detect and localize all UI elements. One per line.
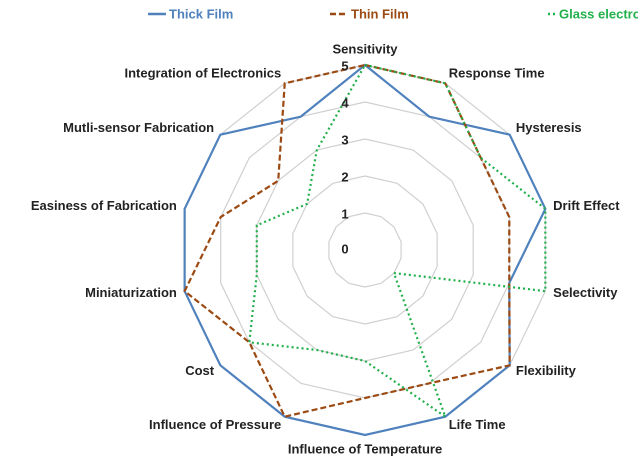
grid-ring bbox=[256, 138, 474, 362]
axis-label: Integration of Electronics bbox=[125, 66, 282, 81]
axis-label: Influence of Pressure bbox=[149, 417, 281, 432]
axis-label: Influence of Temperature bbox=[288, 441, 442, 456]
legend-label: Glass electrode bbox=[559, 6, 638, 21]
axis-label: Mutli-sensor Fabrication bbox=[63, 120, 214, 135]
legend-label: Thick Film bbox=[169, 6, 233, 21]
grid-ring bbox=[220, 101, 510, 399]
axis-label: Life Time bbox=[449, 417, 506, 432]
axis-label: Drift Effect bbox=[553, 198, 620, 213]
axis-label: Easiness of Fabrication bbox=[31, 198, 177, 213]
legend-label: Thin Film bbox=[351, 6, 409, 21]
r-tick-label: 3 bbox=[341, 132, 348, 147]
grid-ring bbox=[328, 212, 402, 288]
axis-label: Hysteresis bbox=[516, 120, 582, 135]
r-tick-label: 4 bbox=[341, 95, 349, 110]
axis-label: Flexibility bbox=[516, 363, 577, 378]
grid-ring bbox=[292, 175, 438, 325]
axis-label: Response Time bbox=[449, 66, 545, 81]
axis-label: Selectivity bbox=[553, 285, 618, 300]
series-line bbox=[183, 63, 511, 418]
r-tick-label: 2 bbox=[341, 169, 348, 184]
r-tick-label: 5 bbox=[341, 58, 348, 73]
axis-label: Cost bbox=[185, 363, 215, 378]
r-tick-label: 1 bbox=[341, 206, 348, 221]
axis-label: Sensitivity bbox=[332, 41, 398, 56]
axis-label: Miniaturization bbox=[85, 285, 177, 300]
series-line bbox=[183, 63, 547, 437]
r-tick-label: 0 bbox=[341, 241, 348, 256]
